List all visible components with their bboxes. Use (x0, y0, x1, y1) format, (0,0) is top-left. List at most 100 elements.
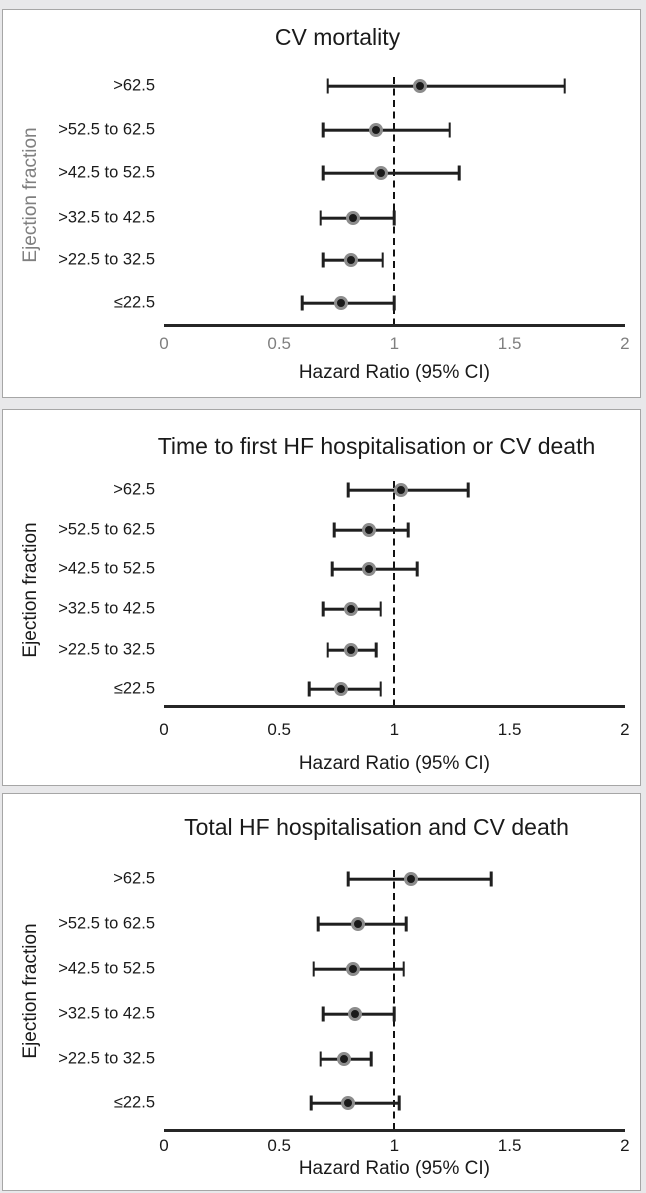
chart-title: CV mortality (274, 24, 401, 50)
chart-title: Total HF hospitalisation and CV death (184, 814, 569, 840)
point-marker (343, 602, 358, 616)
ci-cap-right (374, 642, 378, 658)
ci-cap-right (402, 961, 405, 977)
ci-cap-right (393, 1006, 396, 1022)
ci-error-bar (322, 171, 459, 175)
point-marker (373, 166, 388, 180)
ci-cap-left (300, 295, 304, 311)
reference-line (393, 77, 396, 324)
chart-title: Time to first HF hospitalisation or CV d… (157, 433, 596, 459)
ci-error-bar (327, 84, 565, 88)
x-axis-label: Hazard Ratio (95% CI) (298, 362, 490, 383)
category-label: >52.5 to 62.5 (58, 914, 155, 933)
point-marker (368, 123, 383, 137)
x-axis-label: Hazard Ratio (95% CI) (298, 753, 490, 774)
ci-cap-right (393, 210, 396, 226)
category-label: >32.5 to 42.5 (58, 599, 155, 618)
x-tick-label: 1.5 (497, 1136, 522, 1155)
y-axis-label: Ejection fraction (20, 521, 41, 658)
reference-line (393, 481, 396, 705)
x-tick-label: 2 (620, 334, 630, 353)
point-marker (403, 872, 418, 886)
ci-cap-right (448, 122, 451, 138)
point-marker (362, 523, 377, 537)
x-tick-label: 2 (620, 1136, 630, 1155)
category-label: ≤22.5 (113, 293, 155, 312)
reference-line (393, 870, 396, 1129)
point-marker (412, 79, 427, 93)
category-label: >42.5 to 52.5 (58, 959, 155, 978)
ci-cap-right (404, 916, 408, 932)
ci-cap-right (397, 1095, 401, 1111)
ci-cap-right (370, 1051, 373, 1067)
point-marker (341, 1096, 356, 1110)
category-label: >32.5 to 42.5 (58, 208, 155, 227)
x-axis-label: Hazard Ratio (95% CI) (298, 1158, 490, 1179)
x-axis-line (164, 1129, 625, 1132)
ci-cap-right (489, 871, 493, 887)
x-tick-label: 1.5 (497, 334, 522, 353)
ci-cap-left (347, 871, 350, 887)
ci-cap-left (321, 122, 325, 138)
x-tick-label: 2 (620, 720, 630, 739)
ci-cap-right (563, 78, 567, 94)
ci-cap-right (379, 681, 382, 697)
y-axis-label: Ejection fraction (20, 126, 41, 263)
ci-cap-right (393, 295, 396, 311)
ci-cap-left (307, 681, 311, 697)
point-marker (343, 643, 358, 657)
category-label: >52.5 to 62.5 (58, 520, 155, 539)
panel-first-hf-hosp-or-cv-death: Time to first HF hospitalisation or CV d… (2, 409, 641, 786)
category-label: ≤22.5 (113, 679, 155, 698)
x-axis-line (164, 705, 625, 708)
x-tick-label: 0 (159, 334, 169, 353)
ci-cap-right (381, 252, 385, 268)
x-tick-label: 1 (389, 1136, 400, 1155)
ci-cap-left (347, 482, 350, 498)
category-label: >62.5 (113, 480, 155, 499)
ci-cap-right (379, 601, 382, 617)
x-tick-label: 0.5 (267, 720, 292, 739)
x-tick-label: 0 (159, 720, 169, 739)
point-marker (362, 562, 377, 576)
category-label: >52.5 to 62.5 (58, 120, 155, 139)
x-tick-label: 1.5 (497, 720, 522, 739)
ci-cap-right (466, 482, 470, 498)
ci-cap-right (406, 522, 410, 538)
category-label: >22.5 to 32.5 (58, 640, 155, 659)
y-axis-label: Ejection fraction (20, 923, 41, 1059)
ci-cap-left (333, 522, 336, 538)
x-tick-label: 1 (389, 334, 400, 353)
ci-error-bar (322, 128, 450, 132)
ci-cap-left (321, 601, 325, 617)
ci-cap-right (457, 165, 461, 181)
panel-cv-mortality: CV mortality Ejection fraction >62.5 >52.5… (2, 9, 641, 398)
ci-cap-left (321, 165, 325, 181)
point-marker (334, 682, 349, 696)
category-label: >62.5 (113, 76, 155, 95)
category-label: ≤22.5 (113, 1093, 155, 1112)
ci-cap-left (317, 916, 320, 932)
ci-cap-left (326, 642, 329, 658)
point-marker (334, 296, 349, 310)
category-label: >22.5 to 32.5 (58, 250, 155, 269)
category-label: >42.5 to 52.5 (58, 559, 155, 578)
x-tick-label: 0 (159, 1136, 169, 1155)
point-marker (345, 211, 360, 225)
x-tick-label: 0.5 (267, 1136, 292, 1155)
ci-cap-left (321, 252, 325, 268)
point-marker (350, 917, 365, 931)
category-label: >22.5 to 32.5 (58, 1049, 155, 1068)
ci-error-bar (348, 877, 492, 881)
panel-total-hf-hosp-and-cv-death: Total HF hospitalisation and CV death Ej… (2, 793, 641, 1191)
point-marker (336, 1052, 351, 1066)
point-marker (348, 1007, 363, 1021)
ci-cap-left (319, 210, 322, 226)
ci-cap-left (321, 1006, 325, 1022)
category-label: >62.5 (113, 869, 155, 888)
ci-cap-left (312, 961, 316, 977)
ci-cap-left (310, 1095, 313, 1111)
point-marker (345, 962, 360, 976)
ci-cap-left (330, 561, 334, 577)
